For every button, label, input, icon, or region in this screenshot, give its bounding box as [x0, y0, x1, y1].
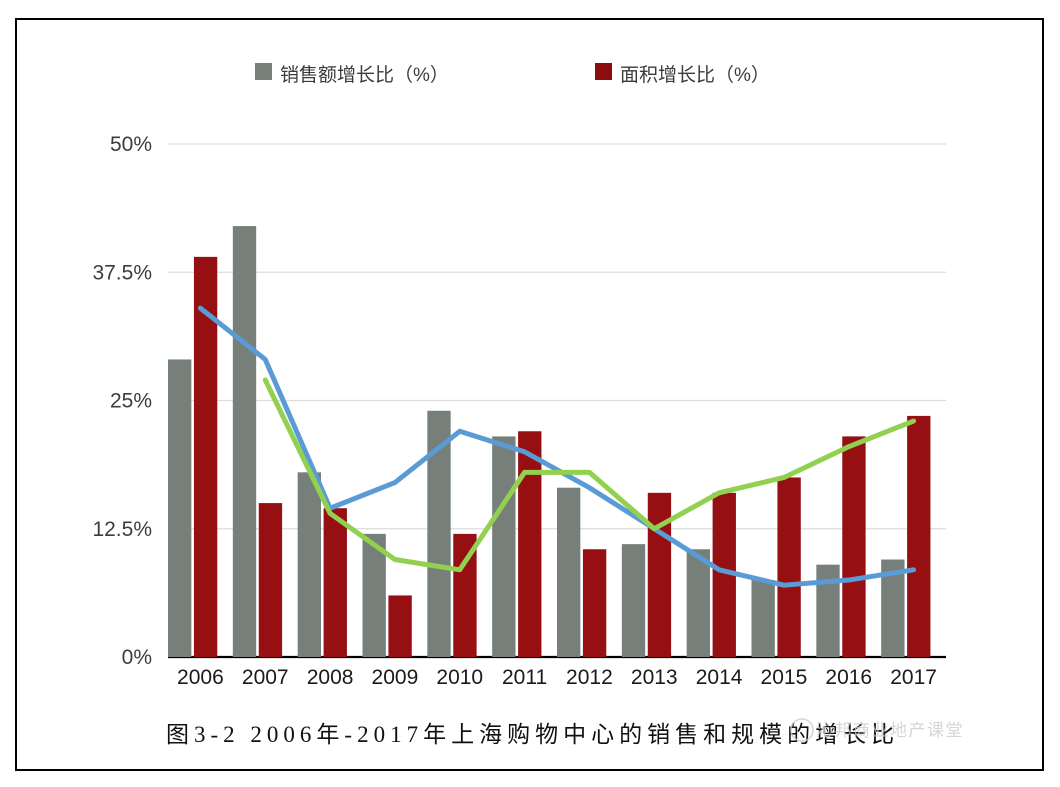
svg-text:2006: 2006: [177, 666, 224, 689]
svg-text:2012: 2012: [566, 666, 613, 689]
svg-text:25%: 25%: [110, 390, 152, 413]
svg-text:37.5%: 37.5%: [92, 261, 152, 284]
svg-text:沁邦商业地产课堂: 沁邦商业地产课堂: [816, 721, 964, 740]
svg-text:2015: 2015: [761, 666, 808, 689]
svg-text:2009: 2009: [372, 666, 419, 689]
svg-text:2016: 2016: [825, 666, 872, 689]
svg-text:2014: 2014: [696, 666, 743, 689]
svg-text:2011: 2011: [502, 666, 547, 689]
svg-text:2017: 2017: [890, 666, 937, 689]
svg-text:12.5%: 12.5%: [92, 518, 152, 541]
svg-text:2007: 2007: [242, 666, 289, 689]
svg-text:0%: 0%: [122, 646, 152, 669]
svg-text:2008: 2008: [307, 666, 354, 689]
svg-text:2010: 2010: [436, 666, 483, 689]
svg-text:2013: 2013: [631, 666, 678, 689]
svg-text:50%: 50%: [110, 133, 152, 156]
